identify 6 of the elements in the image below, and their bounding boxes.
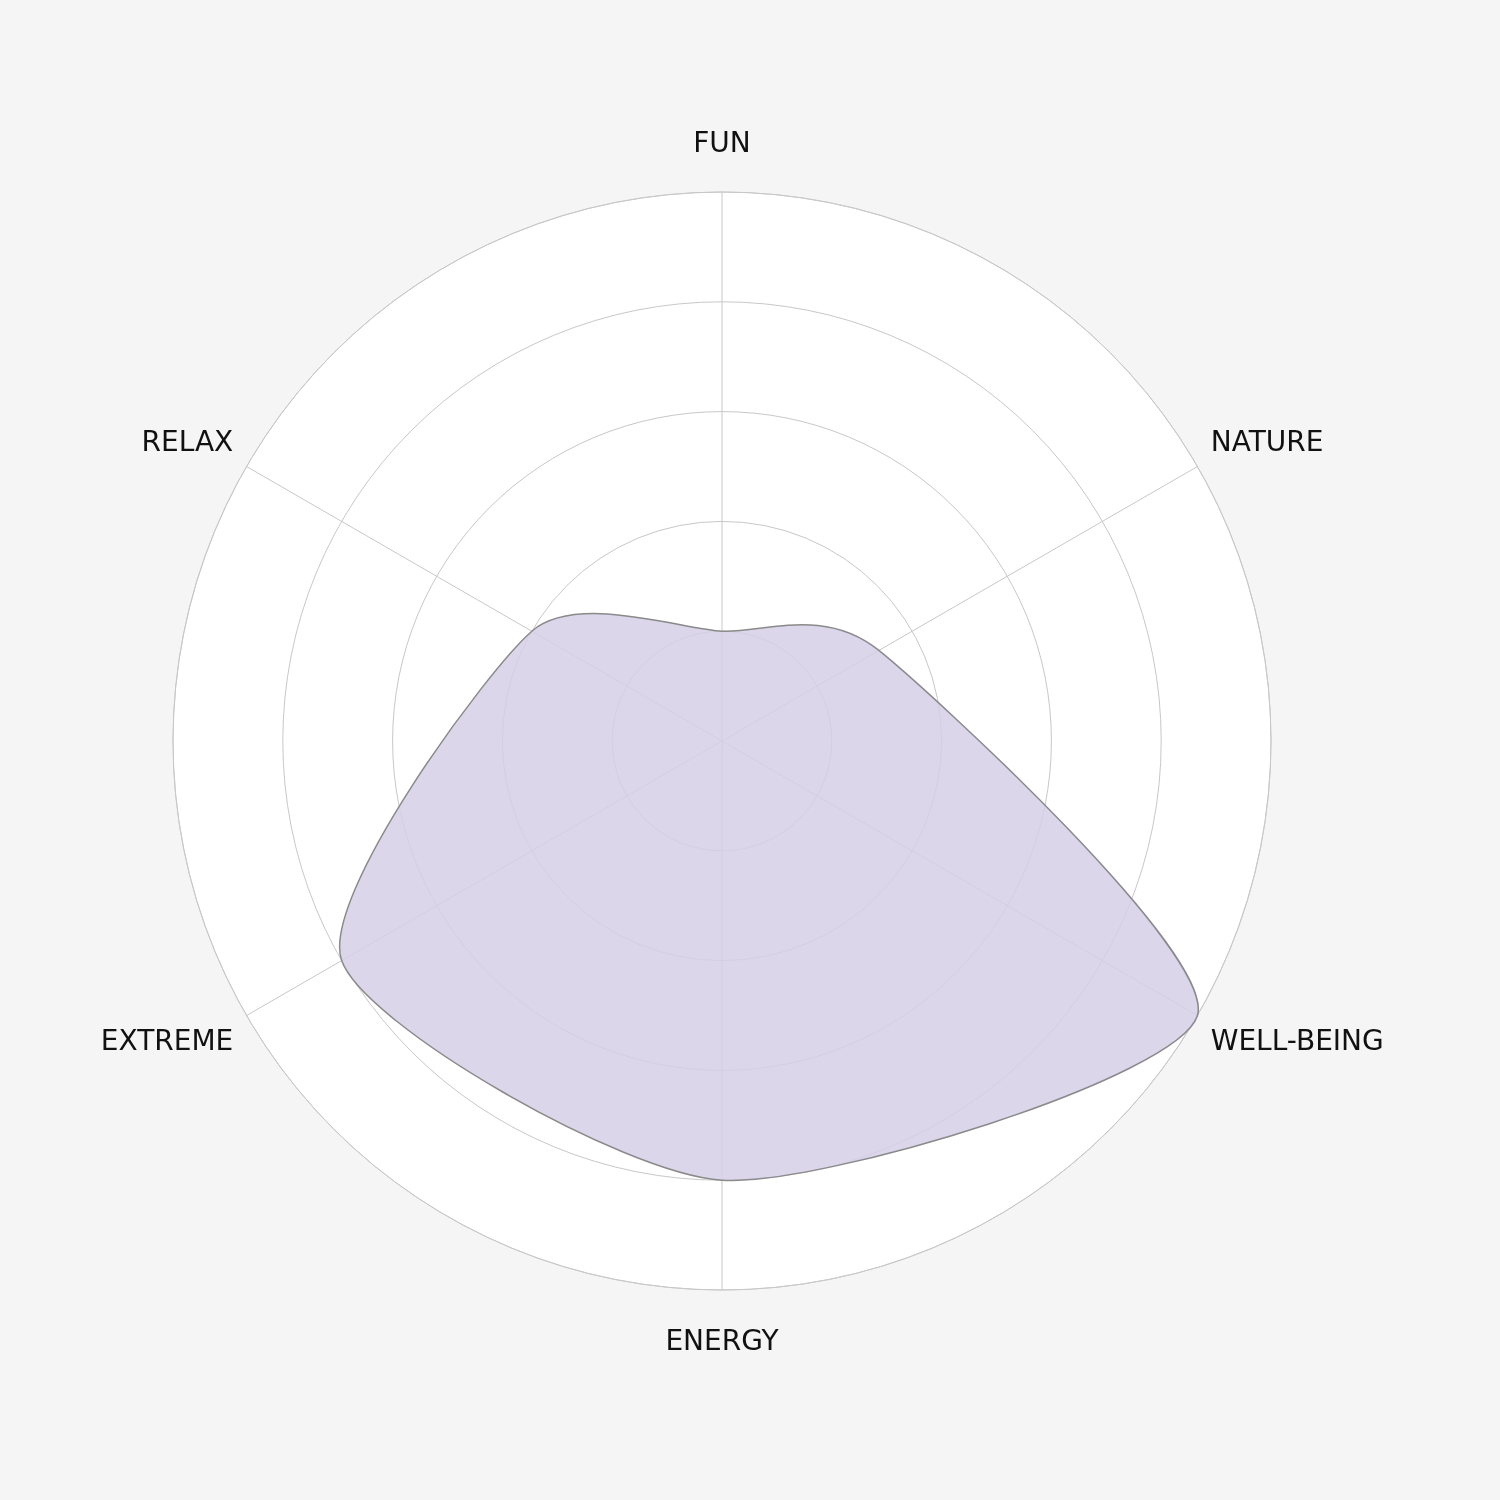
spoke-label: EXTREME bbox=[100, 1024, 234, 1058]
spoke-label: NATURE bbox=[1210, 425, 1324, 459]
spoke-label: FUN bbox=[693, 125, 751, 159]
spoke-label: RELAX bbox=[141, 425, 234, 459]
spoke-label: ENERGY bbox=[665, 1323, 780, 1357]
spoke-label: WELL-BEING bbox=[1210, 1024, 1384, 1058]
